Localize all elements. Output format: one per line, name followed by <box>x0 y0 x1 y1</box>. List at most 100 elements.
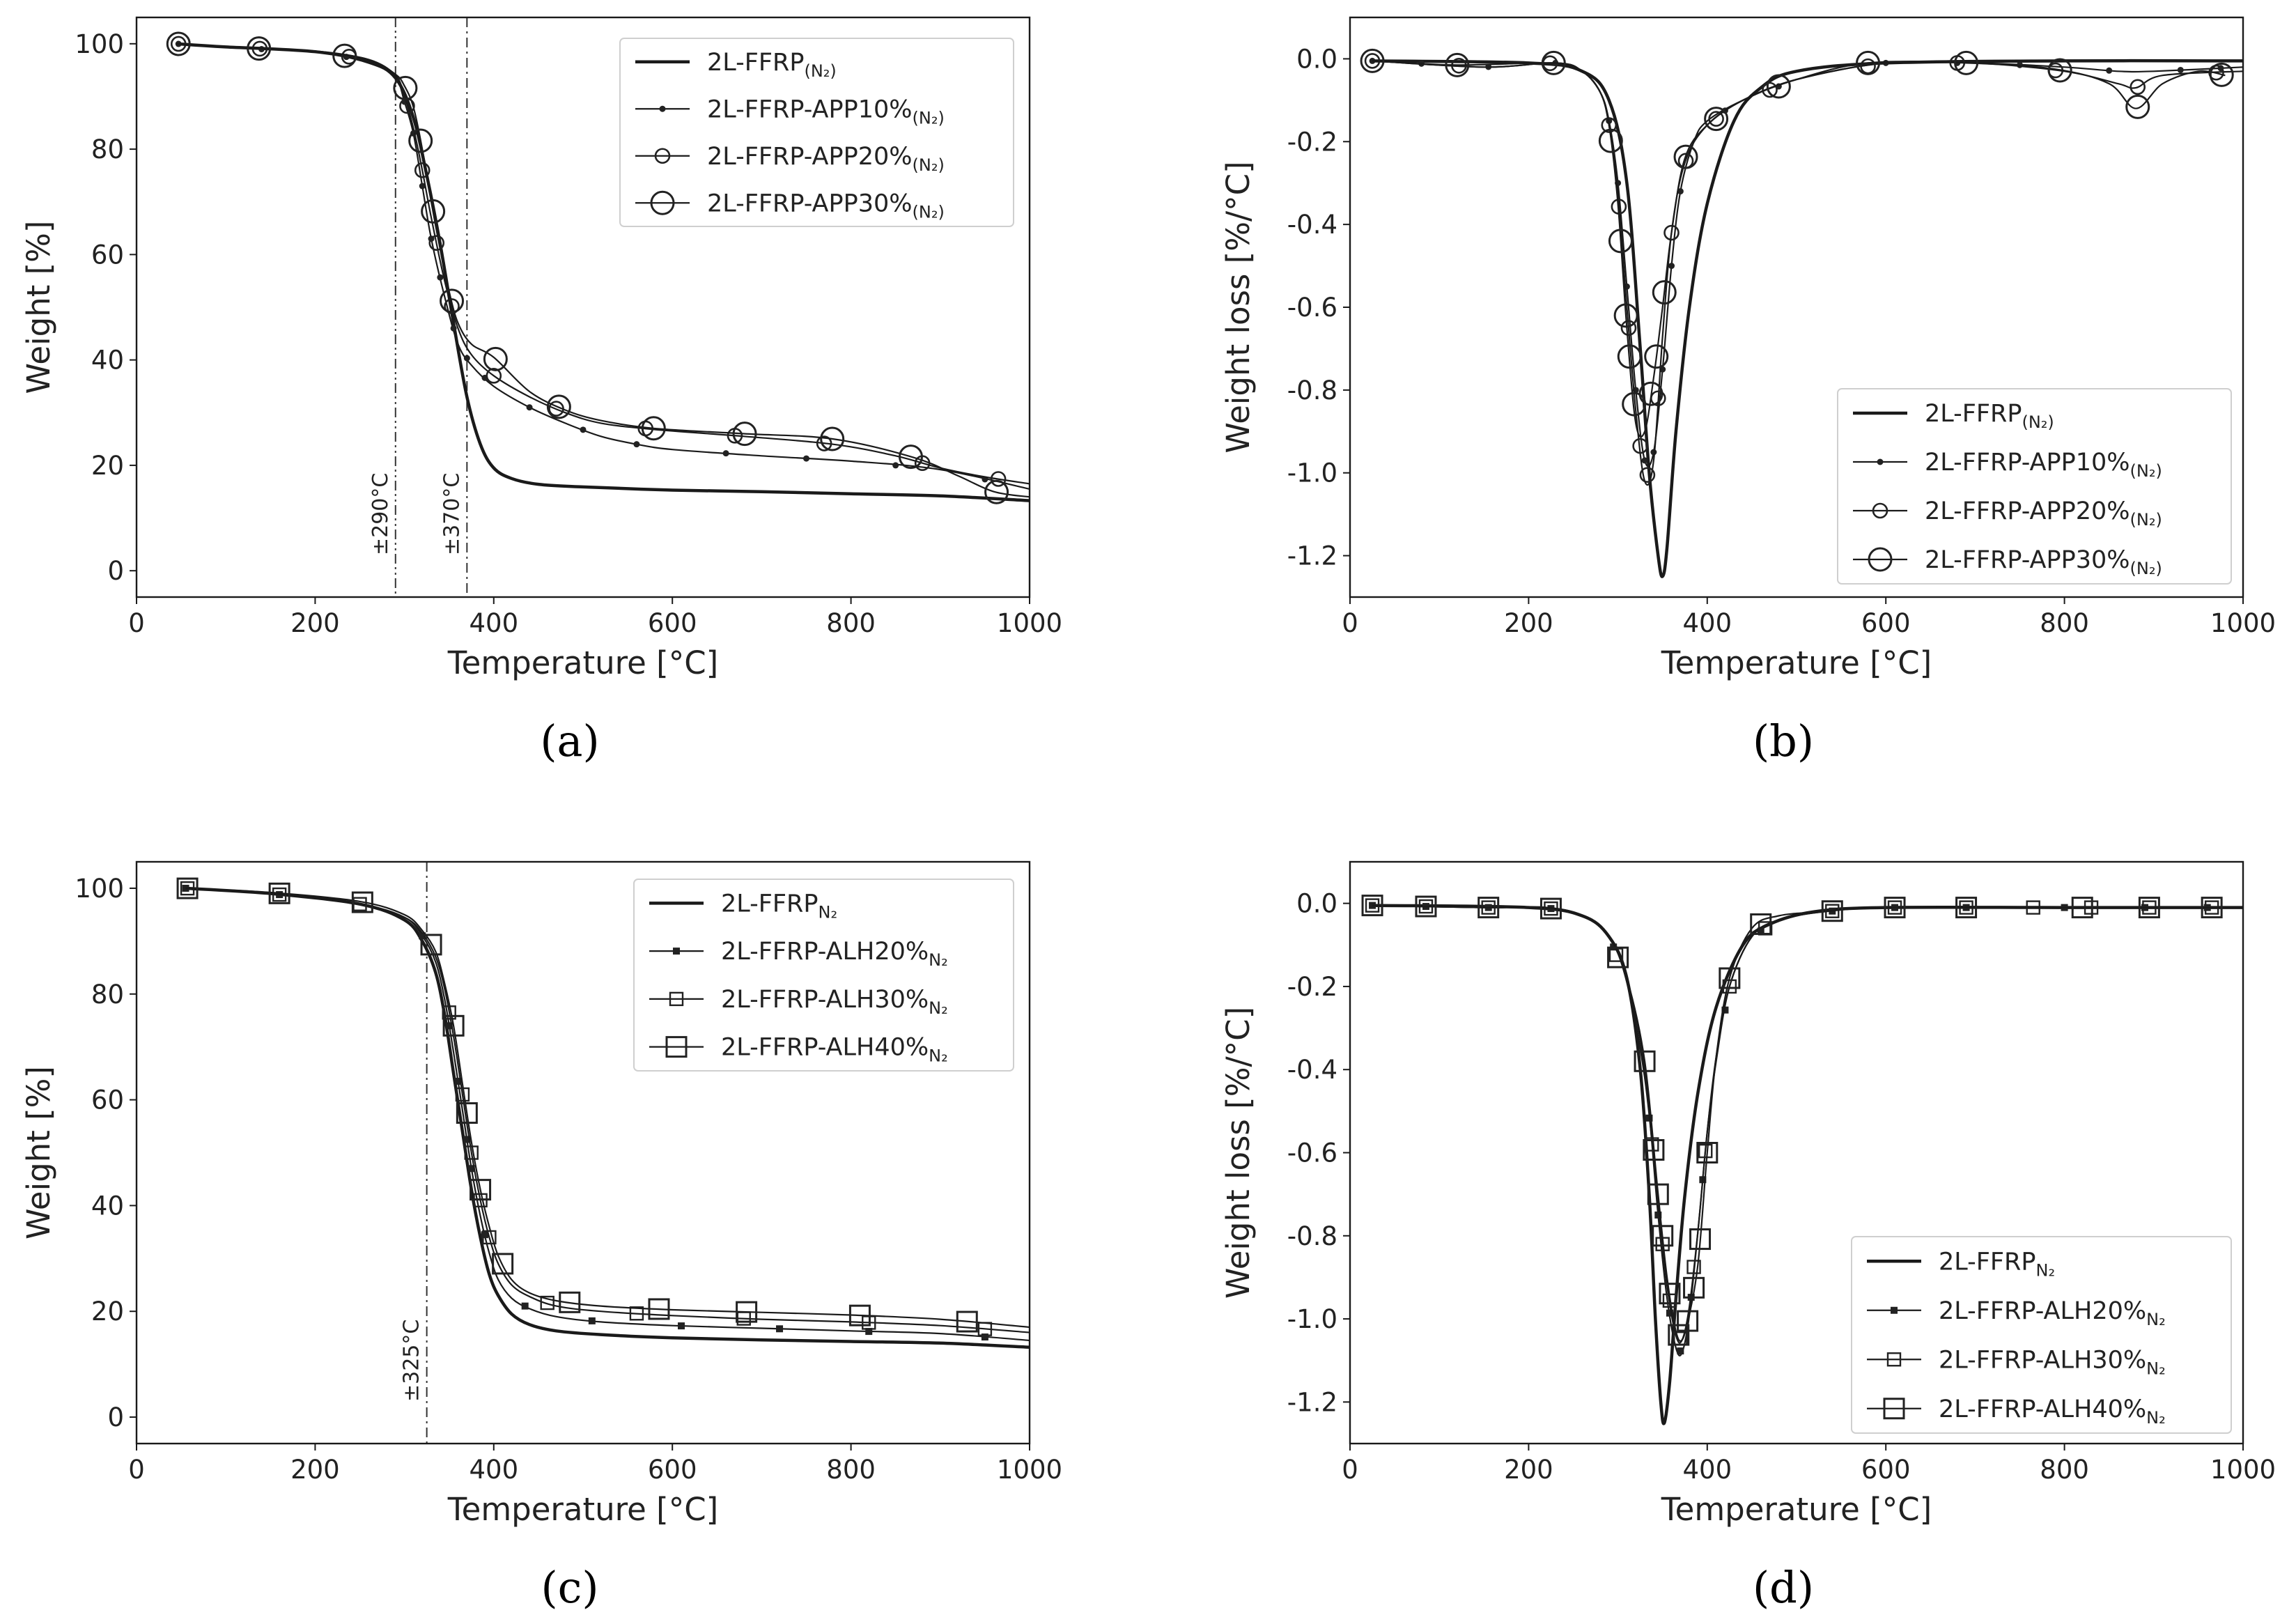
x-tick-label: 0 <box>1342 608 1358 638</box>
data-point <box>1954 50 1979 75</box>
data-point <box>1659 1283 1681 1305</box>
legend: 2L-FFRP(N₂) 2L-FFRP-APP10%(N₂) 2L-FFRP-APP… <box>1837 388 2232 585</box>
x-tick-label: 1000 <box>2210 1455 2276 1485</box>
y-axis-label: Weight [%] <box>20 221 57 394</box>
x-tick-label: 800 <box>2040 608 2089 638</box>
data-point <box>1663 224 1680 241</box>
y-tick-label: 40 <box>91 346 124 376</box>
data-point <box>776 1325 784 1333</box>
legend-marker <box>669 991 684 1007</box>
panel-a: ±290°C ±370°C 0 200 400 600 800 1000 0 20 40 60 80 10… <box>20 16 1062 766</box>
y-tick-label: -0.8 <box>1287 376 1337 405</box>
data-point <box>420 934 442 956</box>
panel-letter: (d) <box>1753 1562 1814 1613</box>
data-point <box>1696 1142 1719 1163</box>
data-point <box>1645 1137 1659 1152</box>
data-point <box>803 455 809 462</box>
legend-box <box>619 38 1014 227</box>
data-point <box>1677 1310 1699 1332</box>
panel-b: 0 200 400 600 800 1000 0.0 -0.2 -0.4 -0.6 -0.8 -1.0… <box>1220 16 2276 766</box>
data-point <box>351 891 373 913</box>
legend-label: 2L-FFRP-APP20%(N₂) <box>707 143 945 175</box>
x-tick-label: 800 <box>826 1455 876 1485</box>
y-axis-label: Weight [%] <box>20 1066 57 1239</box>
data-point <box>176 877 199 899</box>
vline-label: ±325°C <box>400 1320 424 1402</box>
data-point <box>546 394 571 419</box>
data-point <box>1644 344 1669 369</box>
data-point <box>1632 438 1648 454</box>
y-tick-label: 20 <box>91 1297 124 1327</box>
data-point <box>1750 913 1772 935</box>
legend: 2L-FFRPN₂ 2L-FFRP-ALH20%N₂ 2L-FFRP-ALH30%N… <box>633 879 1014 1072</box>
data-point <box>2071 897 2093 919</box>
x-tick-label: 600 <box>1861 608 1911 638</box>
data-point <box>1821 900 1843 922</box>
x-tick-label: 400 <box>469 608 518 638</box>
legend-label: 2L-FFRP-ALH30%N₂ <box>721 986 948 1018</box>
x-tick-label: 200 <box>1504 608 1553 638</box>
x-tick-label: 1000 <box>2210 608 2276 638</box>
x-tick-label: 1000 <box>997 608 1062 638</box>
data-point <box>1955 897 1978 919</box>
data-point <box>816 435 832 451</box>
data-point <box>1719 967 1741 989</box>
data-point <box>521 1302 529 1310</box>
data-point <box>450 325 457 332</box>
legend: 2L-FFRPN₂ 2L-FFRP-ALH20%N₂ 2L-FFRP-ALH30%N… <box>1851 1236 2232 1434</box>
series-line <box>1372 904 2244 1342</box>
data-point <box>1620 320 1637 337</box>
data-point <box>580 426 587 433</box>
data-point <box>1654 1211 1662 1219</box>
x-tick-label: 600 <box>648 608 697 638</box>
data-point <box>456 1102 478 1124</box>
vline-label: ±290°C <box>369 473 393 555</box>
data-point <box>1884 897 1906 919</box>
data-point <box>2138 897 2160 919</box>
legend-marker <box>650 190 675 215</box>
data-point <box>1683 1276 1705 1299</box>
data-point <box>2106 67 2113 74</box>
data-point <box>1598 128 1623 153</box>
legend-label: 2L-FFRP-APP20%(N₂) <box>1925 497 2162 529</box>
data-point <box>437 274 444 281</box>
x-tick-label: 800 <box>2040 1455 2089 1485</box>
x-tick-label: 0 <box>1342 1455 1358 1485</box>
legend-marker <box>1886 1352 1902 1367</box>
data-point <box>2201 897 2223 919</box>
data-point <box>722 450 729 457</box>
series-2l-ffrp-app30- <box>1360 48 2234 438</box>
legend-label: 2L-FFRP-APP10%(N₂) <box>707 95 945 127</box>
data-point <box>984 479 1009 504</box>
data-point <box>956 1310 978 1333</box>
data-point <box>408 128 433 153</box>
y-tick-label: -1.0 <box>1287 458 1337 488</box>
data-point <box>419 183 426 190</box>
data-point <box>1607 946 1629 968</box>
data-point <box>268 882 290 904</box>
x-axis-label: Temperature [°C] <box>1661 1491 1932 1528</box>
data-point <box>540 1295 554 1310</box>
legend-marker <box>654 148 671 164</box>
panel-letter: (a) <box>540 716 599 766</box>
data-point <box>820 426 845 451</box>
legend-marker <box>673 948 680 955</box>
data-point <box>1856 50 1881 75</box>
y-tick-label: -0.8 <box>1287 1221 1337 1251</box>
legend-marker <box>1877 458 1884 465</box>
data-point <box>442 1014 465 1037</box>
data-point <box>1704 107 1729 132</box>
series-line <box>176 42 1030 490</box>
legend: 2L-FFRP(N₂) 2L-FFRP-APP10%(N₂) 2L-FFRP-APP… <box>619 38 1014 227</box>
data-point <box>898 444 923 470</box>
x-tick-label: 400 <box>469 1455 518 1485</box>
series-2l-ffrp-alh40- <box>1361 895 2244 1346</box>
data-point <box>421 199 446 224</box>
panel-c: ±325°C 0 200 400 600 800 1000 0 20 40 60 80 100 Tempe… <box>20 860 1062 1613</box>
data-point <box>1708 111 1724 127</box>
data-point <box>2047 58 2072 83</box>
series-line <box>185 887 1030 1329</box>
panel-d: 0 200 400 600 800 1000 0.0 -0.2 -0.4 -0.6 -0.8 -1.0… <box>1220 860 2276 1613</box>
y-tick-label: 60 <box>91 240 124 270</box>
